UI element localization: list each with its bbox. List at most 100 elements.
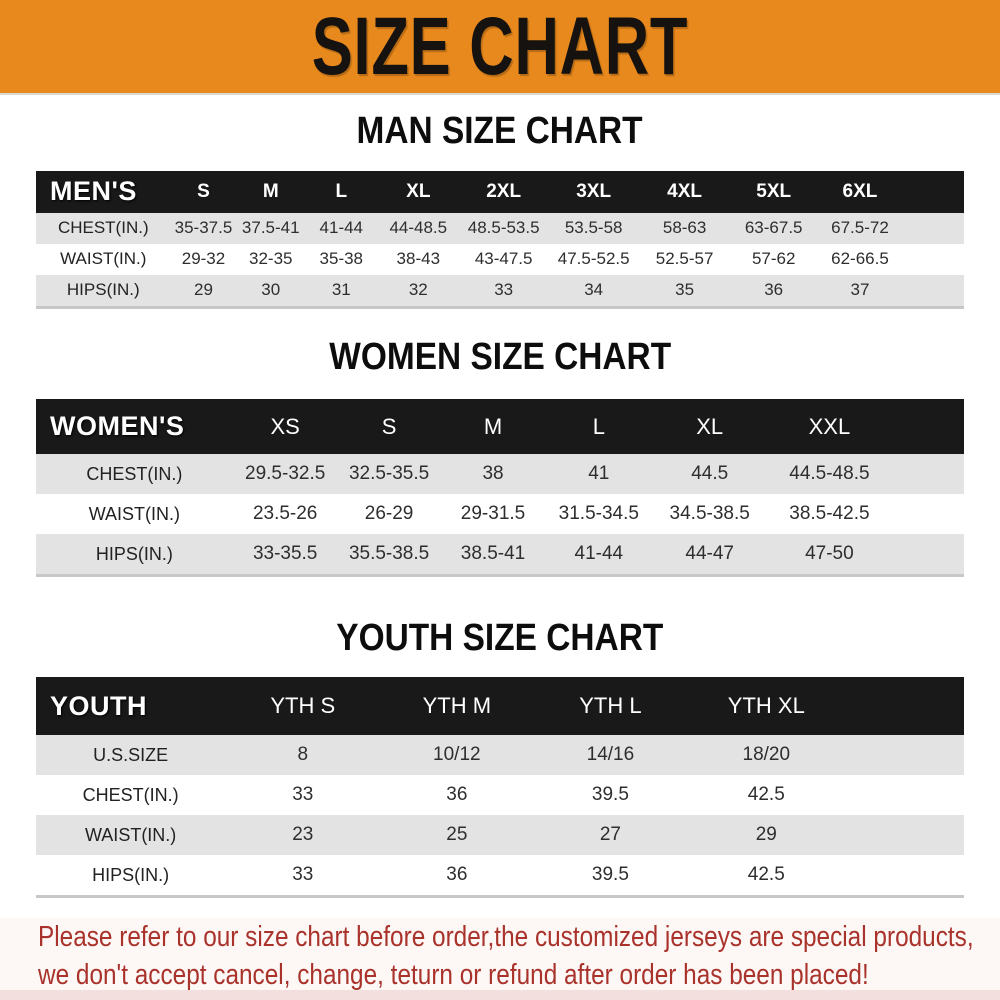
size-value-cell: 36: [380, 855, 534, 897]
size-value-cell: 8: [225, 735, 381, 776]
size-value-cell: 10/12: [380, 735, 534, 776]
table-row: WAIST(IN.) 29-32 32-35 35-38 38-43 43-47.5 47.…: [36, 243, 964, 275]
size-value-cell: 35-37.5: [170, 212, 237, 244]
size-value-cell: 67.5-72: [817, 212, 903, 244]
row-label: WAIST(IN.): [36, 243, 171, 275]
size-value-cell: 30: [236, 274, 306, 308]
size-value-cell: 26-29: [337, 494, 441, 535]
empty-spacer-cell: [902, 212, 964, 244]
size-value-cell: 35.5-38.5: [337, 534, 441, 576]
row-label: CHEST(IN.): [36, 454, 233, 495]
size-value-cell: 31.5-34.5: [545, 494, 653, 535]
size-column-header: 3XL: [548, 170, 640, 213]
size-value-cell: 31: [305, 274, 378, 308]
size-header-row: YOUTH YTH S YTH M YTH L YTH XL: [36, 677, 964, 736]
row-label: CHEST(IN.): [36, 212, 171, 244]
size-column-header: XS: [232, 399, 338, 455]
size-column-header: YTH M: [380, 677, 534, 736]
size-value-cell: 29: [170, 274, 237, 308]
size-value-cell: 29-32: [170, 243, 237, 275]
size-value-cell: 36: [730, 274, 818, 308]
size-column-header: YTH XL: [687, 677, 846, 736]
size-value-cell: 29-31.5: [440, 494, 546, 535]
size-value-cell: 23.5-26: [232, 494, 338, 535]
empty-spacer-cell: [891, 534, 964, 576]
size-value-cell: 63-67.5: [730, 212, 818, 244]
table-row: HIPS(IN.) 33 36 39.5 42.5: [36, 855, 964, 897]
size-value-cell: 27: [533, 815, 688, 856]
size-column-header: 5XL: [730, 170, 818, 213]
row-label: HIPS(IN.): [36, 274, 171, 308]
size-value-cell: 29: [687, 815, 846, 856]
size-value-cell: 38.5-42.5: [767, 494, 892, 535]
size-column-header: XXL: [767, 399, 892, 455]
table-row: WAIST(IN.) 23.5-26 26-29 29-31.5 31.5-34.5 34…: [36, 494, 964, 535]
size-value-cell: 39.5: [533, 855, 688, 897]
size-value-cell: 35: [639, 274, 731, 308]
size-column-header: XL: [652, 399, 768, 455]
size-value-cell: 39.5: [533, 775, 688, 816]
size-value-cell: 18/20: [687, 735, 846, 776]
size-column-header: L: [545, 399, 653, 455]
size-value-cell: 35-38: [305, 243, 378, 275]
size-column-header: S: [337, 399, 441, 455]
size-column-header: YTH S: [225, 677, 381, 736]
row-label: U.S.SIZE: [36, 735, 226, 776]
women-size-chart-heading: WOMEN SIZE CHART: [329, 335, 671, 378]
size-value-cell: 41-44: [545, 534, 653, 576]
size-value-cell: 23: [225, 815, 381, 856]
size-value-cell: 52.5-57: [639, 243, 731, 275]
disclaimer-text: Please refer to our size chart before or…: [0, 918, 1000, 995]
table-row: CHEST(IN.) 29.5-32.5 32.5-35.5 38 41 44.5 44.5…: [36, 454, 964, 495]
size-column-header: 6XL: [817, 170, 903, 213]
empty-spacer-cell: [902, 274, 964, 308]
size-value-cell: 37.5-41: [236, 212, 306, 244]
size-value-cell: 58-63: [639, 212, 731, 244]
empty-spacer-cell: [891, 454, 964, 495]
man-size-chart-heading: MAN SIZE CHART: [356, 110, 644, 152]
size-value-cell: 33-35.5: [232, 534, 338, 576]
size-value-cell: 47-50: [767, 534, 892, 576]
size-chart-banner: SIZE CHART: [0, 0, 1000, 95]
size-value-cell: 33: [459, 274, 549, 308]
row-label: WAIST(IN.): [36, 494, 233, 535]
size-column-header: YTH L: [533, 677, 688, 736]
size-column-header: 4XL: [639, 170, 731, 213]
empty-spacer-cell: [891, 494, 964, 535]
table-title-label: MEN'S: [36, 170, 171, 213]
empty-spacer-cell: [902, 243, 964, 275]
youth-size-table: YOUTH YTH S YTH M YTH L YTH XL U.S.SIZE 8 10/12…: [36, 677, 964, 899]
size-value-cell: 38.5-41: [440, 534, 546, 576]
size-column-header: M: [440, 399, 546, 455]
bottom-strip: [0, 990, 1000, 1000]
size-column-header: S: [170, 170, 237, 213]
table-row: WAIST(IN.) 23 25 27 29: [36, 815, 964, 856]
size-column-header: 2XL: [459, 170, 549, 213]
size-value-cell: 38: [440, 454, 546, 495]
youth-size-chart-heading: YOUTH SIZE CHART: [336, 617, 664, 660]
size-value-cell: 32.5-35.5: [337, 454, 441, 495]
size-value-cell: 38-43: [377, 243, 460, 275]
size-value-cell: 33: [225, 855, 381, 897]
size-value-cell: 41: [545, 454, 653, 495]
table-row: HIPS(IN.) 29 30 31 32 33 34 35 36 37: [36, 274, 964, 308]
table-row: CHEST(IN.) 33 36 39.5 42.5: [36, 775, 964, 816]
size-value-cell: 44-47: [652, 534, 768, 576]
size-header-row: MEN'S S M L XL 2XL 3XL 4XL 5XL 6XL: [36, 170, 964, 213]
size-value-cell: 44-48.5: [377, 212, 460, 244]
size-value-cell: 29.5-32.5: [232, 454, 338, 495]
disclaimer-line: we don't accept cancel, change, teturn o…: [38, 959, 869, 992]
disclaimer-line: Please refer to our size chart before or…: [38, 921, 974, 954]
size-value-cell: 41-44: [305, 212, 378, 244]
table-row: CHEST(IN.) 35-37.5 37.5-41 41-44 44-48.5 48.5…: [36, 212, 964, 244]
size-header-row: WOMEN'S XS S M L XL XXL: [36, 399, 964, 455]
empty-spacer-cell: [845, 855, 964, 897]
size-column-header: L: [305, 170, 378, 213]
size-value-cell: 14/16: [533, 735, 688, 776]
size-value-cell: 33: [225, 775, 381, 816]
size-value-cell: 42.5: [687, 775, 846, 816]
size-value-cell: 34.5-38.5: [652, 494, 768, 535]
empty-spacer-cell: [845, 815, 964, 856]
size-column-header: M: [236, 170, 306, 213]
size-value-cell: 57-62: [730, 243, 818, 275]
